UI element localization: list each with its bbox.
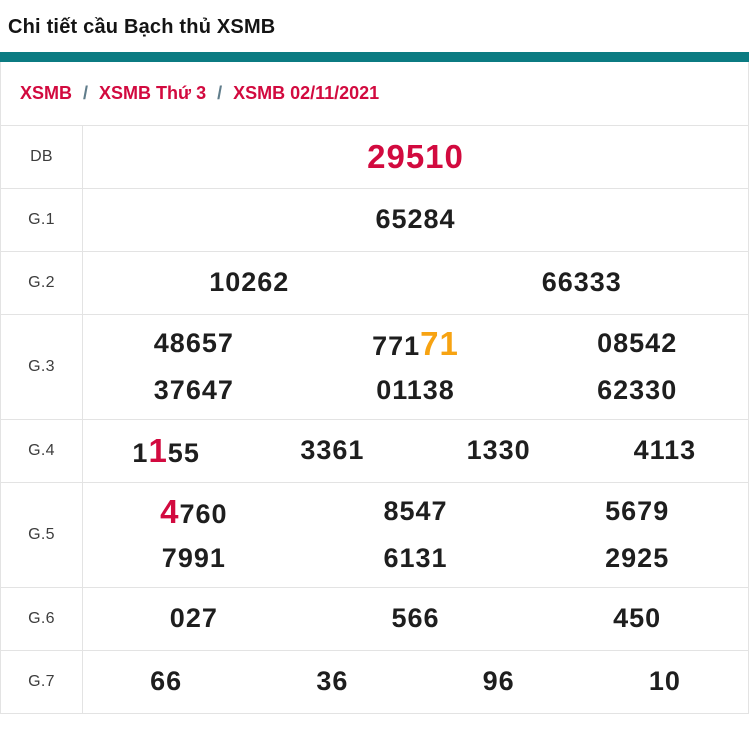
- prize-number: 3361: [300, 435, 365, 466]
- breadcrumb-link-2[interactable]: XSMB Thứ 3: [99, 83, 207, 103]
- breadcrumb-separator: /: [83, 83, 89, 103]
- prize-line: 65284: [83, 194, 748, 246]
- prize-label: G.4: [1, 420, 83, 482]
- prize-values: 10262 66333: [83, 252, 748, 314]
- breadcrumb-link-3[interactable]: XSMB 02/11/2021: [233, 83, 380, 103]
- prize-line: 4760 8547 5679: [83, 488, 748, 535]
- prize-number: 6131: [383, 542, 448, 573]
- prize-row-g5: G.5 4760 8547 5679 7991 6131 2925: [1, 482, 748, 587]
- prize-number: 8547: [383, 495, 448, 526]
- prize-line: 37647 01138 62330: [83, 367, 748, 414]
- prize-number: 2925: [605, 542, 670, 573]
- prize-number: 66: [150, 666, 183, 697]
- prize-number: 08542: [597, 327, 678, 358]
- prize-number: 027: [169, 603, 218, 634]
- prize-number: 77171: [372, 324, 459, 362]
- prize-number: 7991: [161, 542, 226, 573]
- prize-label: G.7: [1, 651, 83, 713]
- prize-number: 10: [648, 666, 681, 697]
- breadcrumb-link-1[interactable]: XSMB: [20, 83, 73, 103]
- prize-line: 29510: [83, 131, 748, 183]
- prize-number: 5679: [605, 495, 670, 526]
- prize-number: 29510: [83, 136, 748, 177]
- prize-line: 48657 77171 08542: [83, 320, 748, 367]
- prize-line: 10262 66333: [83, 257, 748, 309]
- breadcrumb-separator: /: [217, 83, 223, 103]
- prize-line: 7991 6131 2925: [83, 535, 748, 582]
- prize-number: 36: [316, 666, 349, 697]
- prize-label: DB: [1, 126, 83, 188]
- highlighted-digit: 29510: [367, 138, 464, 176]
- highlighted-digit: 1: [148, 432, 168, 470]
- page-title: Chi tiết cầu Bạch thủ XSMB: [8, 16, 276, 38]
- prize-row-g4: G.4 1155 3361 1330 4113: [1, 419, 748, 482]
- prize-line: 027 566 450: [83, 593, 748, 645]
- prize-label: G.6: [1, 588, 83, 650]
- prize-number: 4760: [160, 492, 228, 530]
- prize-values: 65284: [83, 189, 748, 251]
- prize-values: 29510: [83, 126, 748, 188]
- prize-row-g7: G.7 66 36 96 10: [1, 650, 748, 713]
- prize-number: 10262: [209, 267, 290, 298]
- prize-values: 027 566 450: [83, 588, 748, 650]
- prize-line: 66 36 96 10: [83, 656, 748, 708]
- prize-number: 1330: [466, 435, 531, 466]
- prize-values: 4760 8547 5679 7991 6131 2925: [83, 483, 748, 587]
- prize-number: 62330: [597, 374, 678, 405]
- highlighted-digit: 4: [160, 492, 180, 530]
- prize-row-db: DB 29510: [1, 125, 748, 188]
- prize-values: 1155 3361 1330 4113: [83, 420, 748, 482]
- prize-label: G.1: [1, 189, 83, 251]
- prize-values: 66 36 96 10: [83, 651, 748, 713]
- prize-number: 4113: [633, 435, 697, 466]
- prize-label: G.2: [1, 252, 83, 314]
- prize-label: G.3: [1, 315, 83, 419]
- prize-line: 1155 3361 1330 4113: [83, 425, 748, 477]
- results-table: DB 29510 G.1 65284 G.2 10262 66333 G.3 48657 7717…: [1, 125, 748, 713]
- prize-values: 48657 77171 08542 37647 01138 62330: [83, 315, 748, 419]
- prize-row-g1: G.1 65284: [1, 188, 748, 251]
- prize-row-g2: G.2 10262 66333: [1, 251, 748, 314]
- prize-number: 96: [482, 666, 515, 697]
- prize-label: G.5: [1, 483, 83, 587]
- prize-number: 37647: [153, 374, 234, 405]
- results-panel: XSMB / XSMB Thứ 3 / XSMB 02/11/2021 DB 29510 G…: [0, 52, 749, 714]
- highlighted-digit: 71: [420, 324, 459, 362]
- prize-row-g3: G.3 48657 77171 08542 37647 01138 62330: [1, 314, 748, 419]
- prize-number: 450: [613, 603, 662, 634]
- prize-number: 48657: [153, 327, 234, 358]
- accent-bar: [0, 52, 749, 62]
- breadcrumb: XSMB / XSMB Thứ 3 / XSMB 02/11/2021: [1, 62, 748, 125]
- prize-number: 566: [391, 603, 440, 634]
- prize-number: 66333: [541, 267, 622, 298]
- prize-row-g6: G.6 027 566 450: [1, 587, 748, 650]
- prize-number: 1155: [132, 432, 200, 470]
- prize-number: 65284: [375, 204, 456, 235]
- prize-number: 01138: [376, 374, 455, 405]
